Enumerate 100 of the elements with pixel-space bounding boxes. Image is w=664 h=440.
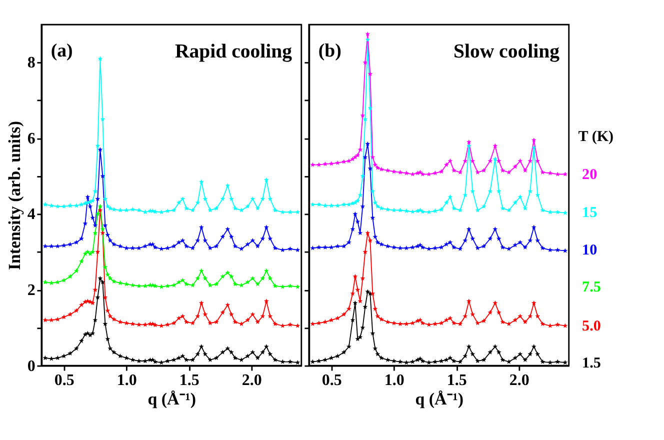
point [375, 240, 380, 245]
point [288, 359, 293, 364]
point [475, 246, 480, 250]
point [184, 282, 189, 286]
point [268, 196, 273, 201]
point [531, 344, 536, 349]
point [535, 314, 540, 318]
point [220, 310, 226, 315]
point [202, 276, 208, 281]
point [522, 319, 528, 324]
x-axis-title: q (Å⁻¹) [148, 390, 196, 409]
point [375, 165, 380, 170]
point [88, 204, 93, 209]
y-axis-title: Intensity (arb. units) [4, 120, 24, 270]
point [341, 159, 346, 164]
point [540, 246, 546, 250]
point [85, 249, 90, 254]
point [404, 321, 409, 326]
point [250, 312, 256, 317]
point [90, 330, 96, 336]
point [470, 188, 476, 194]
point [150, 208, 156, 214]
point [404, 208, 409, 214]
point [518, 194, 523, 200]
point [492, 226, 498, 232]
point [108, 346, 113, 351]
point [55, 204, 60, 209]
point [108, 276, 113, 281]
point [335, 244, 340, 248]
point [398, 208, 403, 212]
point [55, 355, 60, 360]
point [322, 203, 328, 208]
point [264, 344, 269, 349]
point [202, 352, 208, 356]
point [462, 314, 468, 318]
point [488, 236, 493, 241]
point [432, 359, 438, 364]
point [78, 258, 84, 264]
point [444, 242, 449, 246]
point [152, 359, 158, 364]
point [255, 282, 260, 286]
point [358, 147, 363, 152]
point [375, 314, 380, 318]
point [198, 224, 204, 230]
point [130, 357, 136, 362]
point [78, 338, 84, 344]
point [438, 320, 444, 326]
point [448, 240, 453, 245]
point [444, 200, 449, 205]
point [280, 359, 286, 364]
point [341, 350, 346, 354]
point [220, 234, 226, 239]
point [328, 161, 334, 166]
point [88, 332, 93, 338]
point [260, 236, 266, 241]
point [184, 357, 189, 362]
point [355, 219, 360, 224]
point [111, 278, 116, 284]
point [420, 320, 426, 326]
point [518, 158, 523, 164]
point [118, 208, 123, 212]
point [272, 208, 278, 212]
point [360, 174, 366, 178]
point [451, 168, 456, 173]
point [136, 208, 142, 212]
annotation: Slow cooling [453, 40, 560, 63]
point [105, 232, 110, 237]
point [438, 206, 444, 212]
point [171, 320, 176, 326]
point [214, 355, 219, 360]
x-tick-label: 2.0 [509, 372, 530, 389]
point [404, 246, 409, 250]
point [350, 226, 356, 232]
point [500, 206, 506, 210]
point [432, 321, 438, 326]
point [255, 355, 260, 360]
point [95, 143, 100, 148]
point [540, 321, 546, 326]
point [458, 208, 463, 212]
point [528, 314, 533, 318]
point [288, 322, 293, 327]
point [100, 174, 106, 178]
point [438, 358, 444, 364]
point [512, 164, 518, 169]
point [470, 158, 476, 164]
point [462, 192, 468, 198]
point [355, 198, 360, 203]
point [176, 200, 182, 205]
point [68, 203, 73, 208]
point [105, 336, 110, 342]
point [245, 242, 250, 246]
point [198, 300, 204, 306]
point [448, 316, 453, 320]
point [410, 320, 416, 326]
point [322, 244, 328, 250]
point [295, 284, 300, 289]
point [264, 298, 269, 304]
point [152, 244, 158, 250]
point [90, 198, 96, 203]
legend-title: T (K) [578, 129, 614, 146]
